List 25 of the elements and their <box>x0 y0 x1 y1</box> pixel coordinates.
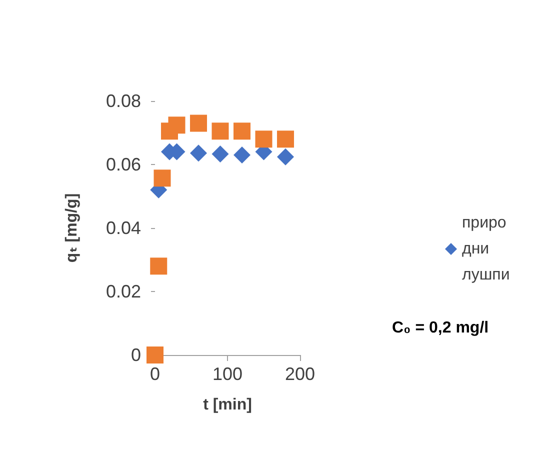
point <box>168 116 186 134</box>
point <box>234 122 250 140</box>
y-tick-label: 0.02 <box>106 282 141 302</box>
y-tick-label: 0.08 <box>106 91 141 111</box>
point <box>212 122 229 140</box>
point <box>154 170 171 187</box>
x-axis-title: t [min] <box>203 396 252 414</box>
point <box>234 146 250 164</box>
point <box>190 114 207 132</box>
x-tick-label: 0 <box>150 364 160 384</box>
point <box>277 148 294 166</box>
y-tick-label: 0.04 <box>106 218 141 238</box>
x-tick-label: 100 <box>212 364 243 384</box>
y-tick-label: 0 <box>130 345 141 365</box>
point <box>146 346 164 364</box>
x-tick-label: 200 <box>284 364 316 384</box>
point <box>212 146 229 163</box>
text: C₀ = 0,2 mg/l <box>392 320 489 336</box>
y-axis-title: qₜ [mg/g] <box>64 193 80 263</box>
point <box>190 144 207 162</box>
point <box>150 258 168 275</box>
legend-label: природни лушпи <box>462 214 510 284</box>
point <box>277 130 294 148</box>
point <box>255 130 272 148</box>
y-tick-label: 0.06 <box>106 154 141 174</box>
